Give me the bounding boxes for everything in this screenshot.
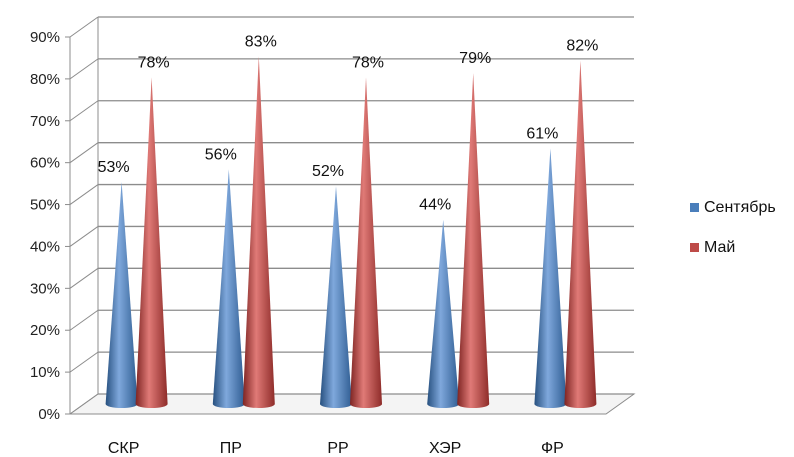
cone-mai (135, 77, 168, 409)
cone-sentyabr (212, 169, 245, 408)
data-label: 78% (138, 54, 170, 71)
cone-mai (457, 73, 490, 409)
gridline-side (69, 226, 99, 247)
gridline-side (69, 309, 99, 331)
cone-sentyabr (320, 186, 352, 408)
data-label: 83% (245, 33, 277, 50)
legend-label: Май (704, 239, 735, 256)
data-label: 44% (419, 197, 451, 214)
data-label: 52% (312, 163, 344, 180)
cone-mai (564, 60, 597, 409)
x-tick-label: СКР (108, 440, 140, 457)
x-tick-label: РР (327, 440, 348, 457)
y-tick-label: 10% (30, 364, 60, 381)
data-label: 56% (205, 146, 237, 163)
cone-mai (242, 56, 275, 408)
y-tick-label: 60% (30, 155, 60, 172)
legend-swatch (690, 243, 699, 252)
gridline-side (69, 351, 99, 373)
y-tick-label: 20% (30, 322, 60, 339)
data-label: 82% (566, 38, 598, 55)
cone-sentyabr (105, 181, 138, 408)
cone-mai (350, 77, 382, 409)
gridline-side (69, 393, 99, 415)
gridline-side (69, 58, 99, 80)
cone-sentyabr (427, 219, 460, 408)
y-tick-label: 90% (30, 29, 60, 46)
gridline-side (69, 267, 99, 289)
x-tick-label: ПР (220, 440, 242, 457)
data-label: 78% (352, 54, 384, 71)
gridline-side (69, 184, 99, 205)
y-tick-label: 40% (30, 238, 60, 255)
data-labels: 53% 78% 56% 83% 52% 78% 44% 79% 61% 82% (98, 33, 599, 213)
y-tick-label: 30% (30, 280, 60, 297)
axes: 0% 10% 20% 30% 40% 50% 60% 70% 80% 90% СКР ПР РР ХЭР Ф… (30, 29, 564, 457)
legend-swatch (690, 203, 699, 212)
data-label: 61% (526, 125, 558, 142)
gridline-side (69, 142, 99, 164)
y-tick-label: 70% (30, 113, 60, 130)
x-tick-label: ХЭР (429, 440, 461, 457)
data-label: 53% (98, 159, 130, 176)
cone-sentyabr (534, 148, 567, 408)
plot-marks (105, 56, 597, 409)
gridline-side (69, 16, 99, 38)
gridline-side (69, 100, 99, 122)
legend-label: Сентябрь (704, 199, 776, 216)
y-tick-label: 80% (30, 71, 60, 88)
y-tick-label: 0% (38, 406, 60, 423)
x-tick-label: ФР (541, 440, 564, 457)
legend: Сентябрь Май (690, 199, 776, 256)
data-label: 79% (459, 50, 491, 67)
y-tick-label: 50% (30, 197, 60, 214)
